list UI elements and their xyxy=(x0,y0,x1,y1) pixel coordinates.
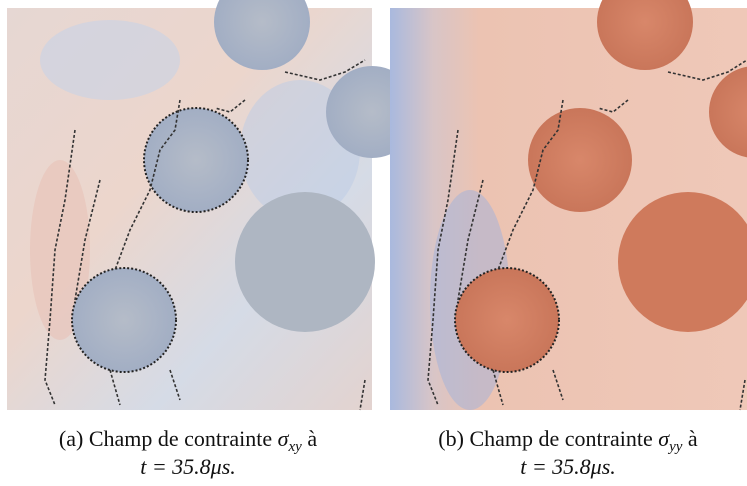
caption-subscript: yy xyxy=(667,439,683,455)
caption-label: (b) xyxy=(438,426,464,451)
caption-a-line2: t = 35.8μs. xyxy=(140,454,236,479)
caption-a-line1: (a) Champ de contrainte σxy à xyxy=(59,426,317,455)
panel-b-image xyxy=(390,0,747,411)
caption-b-line1: (b) Champ de contrainte σyy à xyxy=(438,426,698,455)
caption-label: (a) xyxy=(59,426,83,451)
caption-text: Champ de contrainte xyxy=(469,426,652,451)
panel-a-image xyxy=(7,0,418,411)
caption-subscript: xy xyxy=(287,439,302,455)
caption-text: Champ de contrainte xyxy=(89,426,272,451)
caption-b-line2: t = 35.8μs. xyxy=(520,454,616,479)
caption-symbol: σ xyxy=(658,426,670,451)
caption-symbol: σ xyxy=(278,426,290,451)
caption-after: à xyxy=(688,426,698,451)
caption-after: à xyxy=(307,426,317,451)
